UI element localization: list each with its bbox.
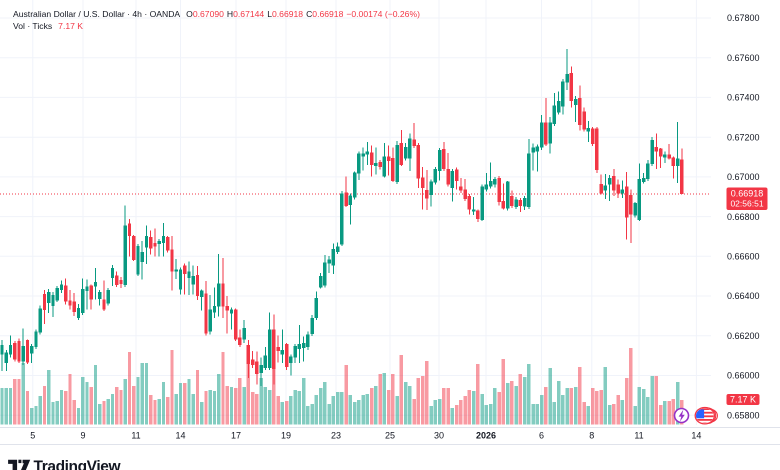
svg-text:0.66600: 0.66600	[727, 252, 760, 262]
svg-text:0.66800: 0.66800	[727, 212, 760, 222]
svg-text:17: 17	[231, 431, 241, 441]
svg-text:8: 8	[589, 431, 594, 441]
svg-text:0.67800: 0.67800	[727, 13, 760, 23]
svg-text:0.67600: 0.67600	[727, 53, 760, 63]
svg-text:Australian Dollar / U.S. Dolla: Australian Dollar / U.S. Dollar · 4h · O…	[13, 9, 420, 19]
svg-text:5: 5	[30, 431, 35, 441]
svg-text:02:56:51: 02:56:51	[730, 199, 763, 209]
svg-text:7.17 K: 7.17 K	[730, 395, 756, 405]
svg-text:19: 19	[281, 431, 291, 441]
svg-text:0.67400: 0.67400	[727, 93, 760, 103]
svg-text:6: 6	[539, 431, 544, 441]
svg-text:0.67200: 0.67200	[727, 132, 760, 142]
svg-text:0.66000: 0.66000	[727, 371, 760, 381]
svg-text:0.66200: 0.66200	[727, 331, 760, 341]
svg-text:0.65800: 0.65800	[727, 410, 760, 420]
svg-text:0.66918: 0.66918	[731, 189, 764, 199]
svg-text:9: 9	[80, 431, 85, 441]
svg-text:0.67000: 0.67000	[727, 172, 760, 182]
svg-text:11: 11	[634, 431, 643, 441]
svg-text:30: 30	[434, 431, 444, 441]
svg-text:23: 23	[331, 431, 341, 441]
svg-text:0.66400: 0.66400	[727, 291, 760, 301]
svg-text:14: 14	[175, 431, 185, 441]
svg-text:25: 25	[385, 431, 395, 441]
svg-text:14: 14	[691, 431, 701, 441]
svg-text:2026: 2026	[476, 431, 496, 441]
svg-text:TradingView: TradingView	[34, 459, 122, 470]
svg-text:11: 11	[131, 431, 140, 441]
